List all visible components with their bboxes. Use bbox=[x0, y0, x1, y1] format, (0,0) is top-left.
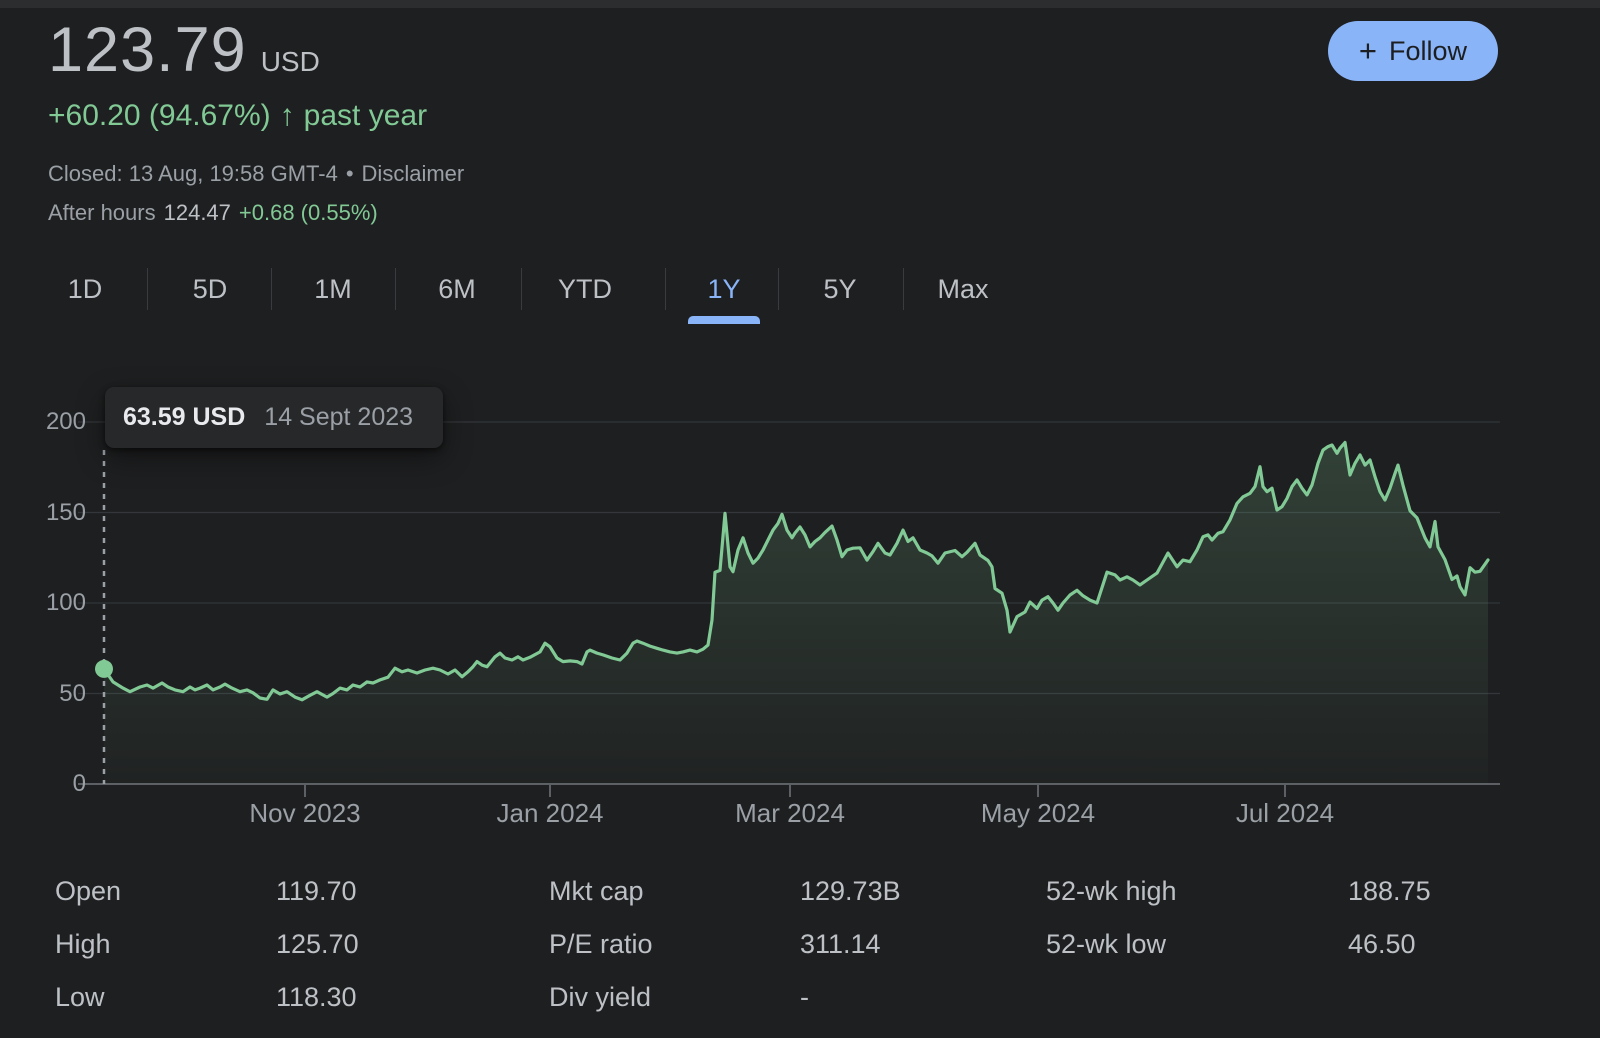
tab-6m[interactable]: 6M bbox=[438, 274, 476, 304]
tooltip-date: 14 Sept 2023 bbox=[264, 403, 414, 431]
stat-value: 125.70 bbox=[276, 929, 359, 959]
follow-button[interactable]: + Follow bbox=[1328, 21, 1498, 81]
x-axis-label: Jul 2024 bbox=[1235, 798, 1335, 828]
stat-label: 52-wk high bbox=[1046, 876, 1177, 906]
tab-1d[interactable]: 1D bbox=[67, 274, 103, 304]
y-axis-label-100: 100 bbox=[45, 589, 86, 616]
price-change-period: past year bbox=[303, 99, 428, 132]
x-axis-label: Nov 2023 bbox=[249, 798, 361, 828]
y-axis-label-150: 150 bbox=[45, 498, 86, 526]
after-hours-change: +0.68 (0.55%) bbox=[238, 200, 378, 225]
hover-tooltip: 63.59 USD 14 Sept 2023 bbox=[105, 387, 443, 448]
stat-value: 118.30 bbox=[276, 982, 357, 1012]
x-axis-label: Mar 2024 bbox=[735, 798, 845, 828]
plus-icon: + bbox=[1358, 32, 1378, 68]
disclaimer-link[interactable]: Disclaimer bbox=[361, 161, 465, 186]
tab-separator bbox=[395, 268, 396, 310]
tab-5y[interactable]: 5Y bbox=[823, 274, 857, 304]
tab-separator bbox=[271, 268, 272, 310]
date-range-tabs: 1D 5D 1M 6M YTD 1Y 5Y Max bbox=[0, 260, 1600, 324]
top-strip bbox=[0, 0, 1600, 8]
price-change-row: +60.20 (94.67%) ↑ past year bbox=[48, 99, 427, 133]
x-axis-label: May 2024 bbox=[980, 798, 1096, 828]
stat-value: 311.14 bbox=[800, 929, 881, 959]
active-tab-indicator bbox=[688, 316, 760, 324]
stat-value: 46.50 bbox=[1348, 929, 1416, 959]
tab-1m[interactable]: 1M bbox=[314, 274, 352, 304]
y-axis-label-0: 0 bbox=[72, 770, 86, 797]
dot-separator: • bbox=[345, 161, 354, 186]
stat-label: P/E ratio bbox=[549, 929, 653, 959]
area-fill bbox=[104, 442, 1488, 784]
stat-value: - bbox=[800, 982, 809, 1012]
tab-1y[interactable]: 1Y bbox=[707, 274, 741, 304]
y-axis-label-200: 200 bbox=[45, 408, 86, 435]
tab-max[interactable]: Max bbox=[937, 274, 989, 304]
currency-label: USD bbox=[260, 46, 320, 77]
stat-label: Mkt cap bbox=[549, 876, 644, 906]
tooltip-price: 63.59 USD bbox=[123, 403, 246, 431]
stat-label: Open bbox=[55, 876, 122, 906]
stat-value: 119.70 bbox=[276, 876, 357, 906]
stat-label: Low bbox=[55, 982, 105, 1012]
tab-5d[interactable]: 5D bbox=[192, 274, 228, 304]
price-change-value: +60.20 (94.67%) bbox=[48, 99, 271, 132]
market-status-text: Closed: 13 Aug, 19:58 GMT-4 bbox=[48, 161, 338, 186]
tab-separator bbox=[147, 268, 148, 310]
stat-value: 129.73B bbox=[800, 876, 901, 906]
tab-ytd[interactable]: YTD bbox=[558, 274, 612, 304]
tab-separator bbox=[778, 268, 779, 310]
after-hours-label: After hours bbox=[48, 200, 156, 225]
stat-label: High bbox=[55, 929, 111, 959]
hover-dot bbox=[95, 659, 113, 678]
after-hours-price: 124.47 bbox=[163, 200, 231, 225]
tab-separator bbox=[903, 268, 904, 310]
stat-label: Div yield bbox=[549, 982, 652, 1012]
x-axis-label: Jan 2024 bbox=[496, 798, 604, 828]
current-price: 123.79 bbox=[48, 15, 247, 85]
stat-value: 188.75 bbox=[1348, 876, 1431, 906]
price-line bbox=[102, 440, 1490, 702]
tab-separator bbox=[665, 268, 666, 310]
tab-separator bbox=[521, 268, 522, 310]
arrow-up-icon: ↑ bbox=[279, 99, 295, 132]
stat-label: 52-wk low bbox=[1046, 929, 1167, 959]
follow-button-label: Follow bbox=[1389, 35, 1468, 66]
y-axis-label-50: 50 bbox=[59, 679, 86, 707]
